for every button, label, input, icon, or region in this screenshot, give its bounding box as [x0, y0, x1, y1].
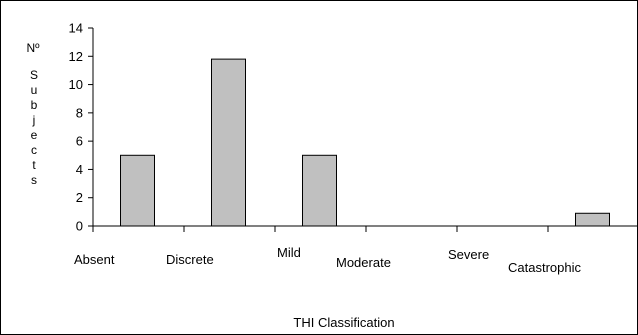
y-tick-label: 8: [76, 105, 83, 120]
y-axis-label-char: t: [32, 158, 36, 172]
y-tick-label: 14: [69, 21, 83, 36]
bar-catastrophic: [575, 212, 610, 227]
y-axis-label-char: j: [32, 113, 36, 127]
bars: [120, 58, 610, 227]
x-tick-label: Catastrophic: [508, 260, 581, 275]
bar-discrete: [211, 58, 246, 227]
y-tick-label: 6: [76, 134, 83, 149]
y-axis-label-char: Nº: [26, 41, 40, 55]
y-tick-label: 10: [69, 77, 83, 92]
y-axis-label-char: c: [31, 143, 37, 157]
x-tick-label: Absent: [74, 252, 115, 267]
x-axis-title: THI Classification: [293, 315, 394, 330]
y-axis-label-char: b: [31, 98, 38, 112]
y-axis-label-char: u: [31, 83, 38, 97]
bar-mild: [302, 154, 337, 227]
y-tick-label: 12: [69, 49, 83, 64]
x-axis-ticks: [92, 226, 549, 232]
y-axis-label-char: S: [30, 68, 38, 82]
x-tick-label: Discrete: [166, 252, 214, 267]
x-tick-label: Mild: [277, 245, 301, 260]
bar-absent: [120, 154, 155, 227]
x-tick-label: Severe: [448, 247, 489, 262]
y-tick-label: 2: [76, 190, 83, 205]
y-axis-label-char: s: [31, 173, 37, 187]
x-tick-label: Moderate: [336, 255, 391, 270]
y-tick-label: 4: [76, 162, 83, 177]
y-axis-label-char: e: [31, 128, 38, 142]
y-axis-ticks: 0 2 4 6 8 10 12 14: [69, 21, 93, 234]
x-axis-tick-labels: Absent Discrete Mild Moderate Severe Catastro…: [74, 245, 581, 275]
y-tick-label: 0: [76, 219, 83, 234]
